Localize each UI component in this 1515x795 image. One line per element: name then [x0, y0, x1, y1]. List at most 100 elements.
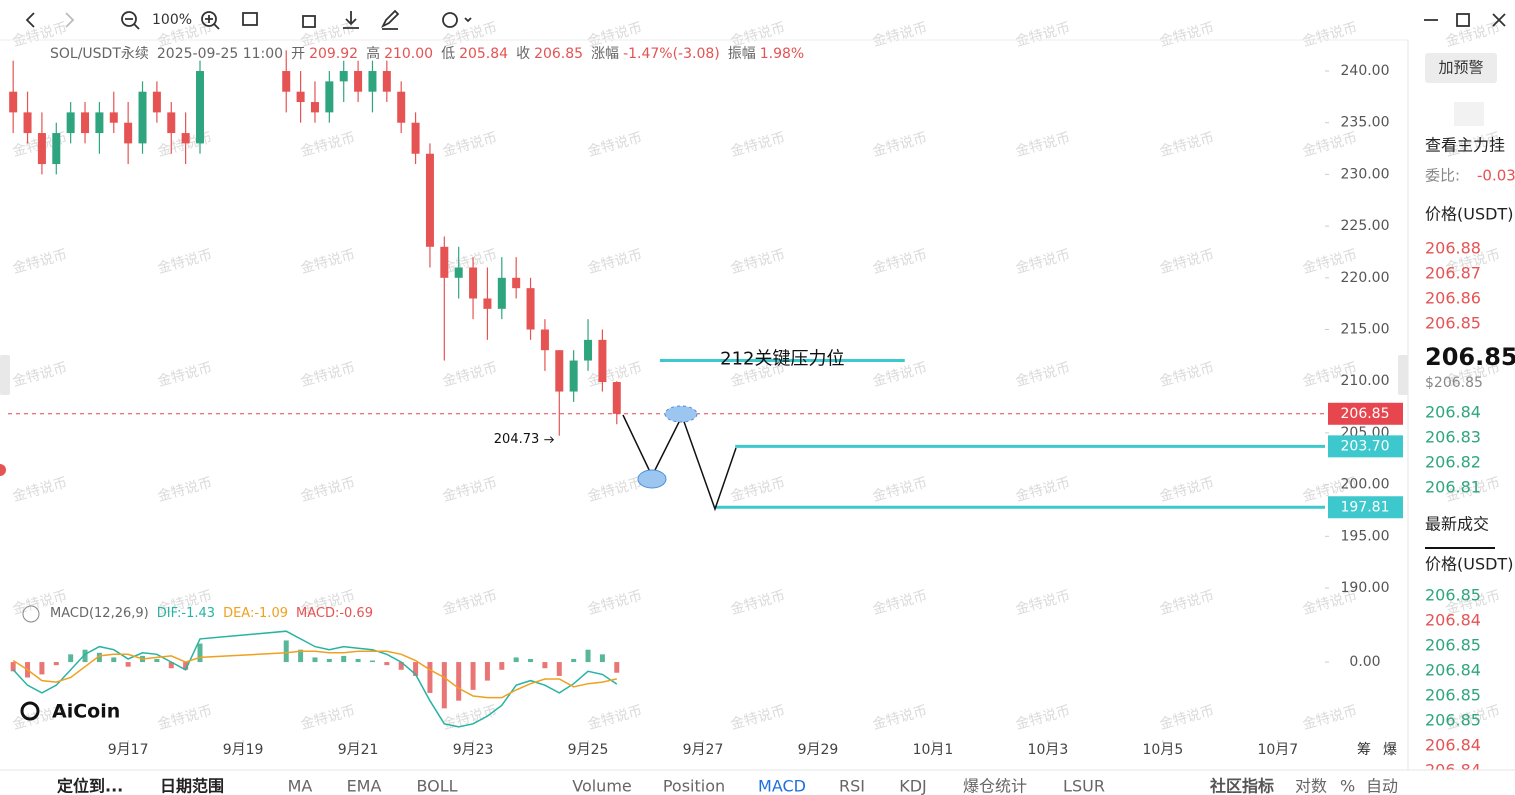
side-label[interactable]: 筹 [1357, 741, 1371, 758]
macd-bar [326, 658, 332, 663]
indicator-tab[interactable]: KDJ [899, 777, 927, 795]
auto-toggle[interactable]: 自动 [1366, 777, 1398, 795]
indicator-tab[interactable]: Position [663, 777, 725, 795]
back-button[interactable] [25, 12, 35, 28]
y-tick-label: 220.00 [1341, 270, 1390, 286]
candle-body [181, 133, 190, 144]
y-tick-label: 195.00 [1341, 528, 1390, 544]
x-tick-label: 10月3 [1028, 742, 1069, 758]
indicator-tab[interactable]: Volume [572, 777, 632, 795]
macd-bar [427, 662, 433, 693]
indicator-tab[interactable]: BOLL [416, 777, 457, 795]
candle-body [138, 91, 147, 144]
macd-bar [456, 662, 462, 701]
info-value: 205.84 [459, 46, 508, 62]
community-button[interactable]: 社区指标 [1209, 777, 1274, 795]
macd-bar [599, 654, 605, 663]
toolbar [25, 9, 1506, 30]
macd-bar [168, 662, 174, 669]
candle-body [454, 267, 463, 278]
left-handle[interactable] [0, 355, 10, 395]
symbol: SOL/USDT永续 [50, 45, 149, 62]
bids-row: 206.84 [1425, 403, 1481, 422]
y-tick-label: 200.00 [1341, 477, 1390, 493]
right-handle[interactable] [1398, 355, 1408, 395]
close[interactable] [1492, 13, 1506, 27]
row-price: 206.84 [1425, 611, 1481, 630]
x-tick-label: 10月1 [913, 742, 954, 758]
x-tick-label: 9月17 [108, 742, 149, 758]
info-label: 收 [516, 46, 530, 62]
logo: AiCoin [52, 701, 120, 723]
macd-bar [614, 662, 620, 673]
macd-bar [283, 640, 289, 663]
bottom-bar [0, 770, 1515, 795]
zoom-out[interactable] [121, 11, 137, 27]
indicator-tab[interactable]: MA [288, 777, 313, 795]
row-price: 206.85 [1425, 711, 1481, 730]
candle-body [598, 339, 607, 383]
indicator-tab[interactable]: EMA [347, 777, 382, 795]
forward-button[interactable] [65, 12, 75, 28]
candle-body [52, 133, 61, 165]
x-tick-label: 9月25 [568, 742, 609, 758]
asks-row: 206.88 [1425, 239, 1481, 258]
bids-row: 206.83 [1425, 428, 1481, 447]
log-toggle[interactable]: 对数 [1295, 777, 1327, 795]
asks-row: 206.86 [1425, 289, 1481, 308]
resistance-label: 212关键压力位 [720, 349, 844, 370]
tab-selected[interactable] [1454, 102, 1484, 126]
macd-bar [154, 658, 160, 663]
zoom-level: 100% [152, 12, 192, 28]
panel-ratio: -0.03% [1477, 167, 1515, 185]
date-range-button[interactable]: 日期范围 [160, 777, 224, 795]
macd-bar [341, 655, 347, 663]
dea-label: DEA:-1.09 [223, 606, 288, 621]
macd-bar [513, 657, 519, 663]
macd-bar [111, 657, 117, 663]
screenshot-button[interactable] [302, 15, 316, 28]
macd-bar [413, 662, 419, 676]
asks-row: 206.85 [1425, 314, 1481, 333]
price-tag-label: 197.81 [1341, 499, 1390, 515]
draw-button[interactable] [380, 9, 400, 30]
auto-button[interactable] [442, 12, 458, 28]
candle-body [526, 288, 535, 330]
indicator-tab[interactable]: 爆仓统计 [963, 777, 1027, 795]
alert-button[interactable] [1425, 53, 1497, 83]
side-label[interactable]: 爆 [1383, 742, 1397, 758]
candle-body [81, 112, 90, 134]
info-value: 1.98% [760, 46, 804, 62]
info-value: -1.47%(-3.08) [623, 46, 720, 62]
macd-bar [528, 658, 534, 663]
candle-body [397, 91, 406, 123]
y-tick-label: 210.00 [1341, 373, 1390, 389]
logo-icon [20, 701, 40, 721]
candle-body [584, 339, 593, 361]
macd-bar [441, 662, 447, 709]
info-label: 开 [291, 46, 305, 62]
dif-label: DIF:-1.43 [157, 606, 215, 621]
zoom-in[interactable] [201, 11, 217, 27]
dea-line [12, 650, 617, 699]
alert-button-label: 加预警 [1438, 59, 1483, 77]
y-tick-label: 215.00 [1341, 322, 1390, 338]
download-button[interactable] [343, 11, 359, 29]
indicator-tab[interactable]: RSI [839, 777, 865, 795]
row-price: 206.85 [1425, 636, 1481, 655]
indicator-tab[interactable]: LSUR [1063, 777, 1105, 795]
panel-trades-header: 价格(USDT) [1425, 555, 1513, 574]
candle-body [440, 246, 449, 278]
macd-toggle[interactable] [22, 605, 40, 623]
info-label: 低 [441, 46, 455, 62]
indicator-tab[interactable]: MACD [758, 777, 806, 795]
candle-body [483, 298, 492, 309]
macd-label: MACD:-0.69 [296, 606, 373, 621]
maximize[interactable] [1456, 13, 1470, 27]
candle-body [296, 91, 305, 103]
locate-button[interactable]: 定位到... [56, 777, 123, 795]
candle-body [325, 81, 334, 113]
percent-toggle[interactable]: % [1340, 777, 1355, 795]
price-tag-label: 206.85 [1341, 406, 1390, 422]
fit-button[interactable] [242, 12, 258, 26]
